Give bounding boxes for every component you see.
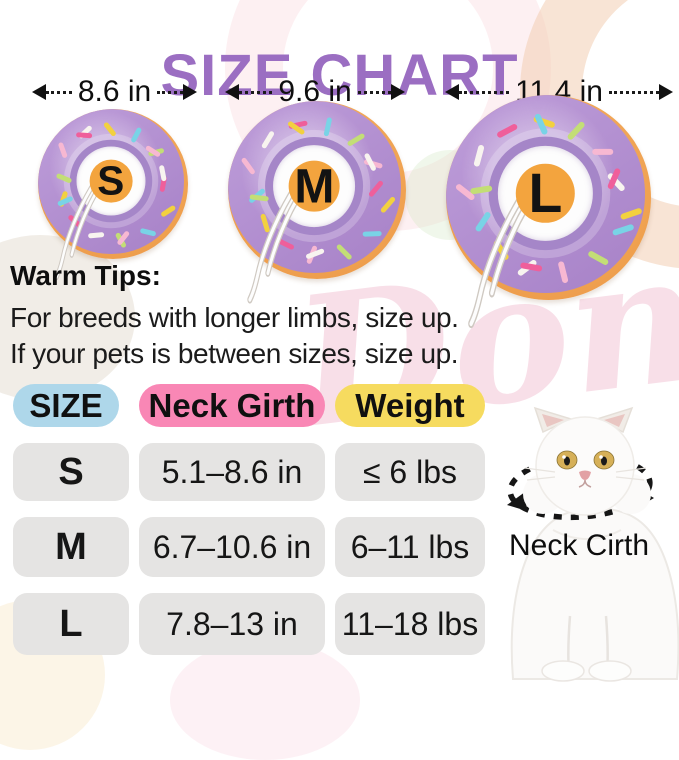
dotted-line [46, 90, 72, 94]
cell-neck-s: 5.1–8.6 in [139, 443, 325, 501]
header-weight: Weight [335, 384, 485, 427]
size-letter: S [97, 157, 125, 204]
header-neck-girth: Neck Girth [139, 384, 325, 427]
size-letter: L [528, 161, 563, 224]
ring-arrow-left-icon [507, 492, 527, 511]
cat-nose [579, 470, 591, 480]
cell-weight-l: 11–18 lbs [335, 593, 485, 655]
sprinkle-icon [380, 195, 397, 214]
cat-whiskers [524, 467, 647, 481]
cell-size-m: M [13, 517, 129, 577]
arrow-right-icon [183, 84, 198, 100]
decorative-blob-bottom-center [170, 640, 360, 760]
cat-eyes [556, 450, 615, 470]
warm-tips-heading: Warm Tips: [10, 260, 161, 291]
cat-illustration [497, 406, 679, 682]
warm-tips-line: For breeds with longer limbs, size up. [10, 302, 459, 333]
sprinkle-icon [367, 180, 384, 199]
sprinkle-icon [103, 121, 118, 137]
measure-label-small: 8.6 in [77, 75, 152, 108]
cat-head [523, 406, 651, 516]
donut-collar-medium: M [228, 101, 406, 304]
sprinkle-icon [139, 227, 156, 236]
sprinkle-icon [75, 132, 92, 138]
sprinkle-icon [557, 260, 569, 283]
cell-neck-m: 6.7–10.6 in [139, 517, 325, 577]
sprinkle-icon [565, 120, 586, 141]
donut-glaze [38, 109, 188, 259]
arrow-left-icon [32, 84, 46, 100]
sprinkle-icon [159, 205, 176, 218]
size-badge: S [89, 157, 133, 204]
sprinkle-icon [496, 123, 519, 139]
sprinkle-icon [587, 250, 610, 267]
cell-size-s: S [13, 443, 129, 501]
donut-collar-small: S [38, 109, 188, 280]
arrow-left-icon [225, 84, 239, 100]
arrow-right-icon [391, 84, 406, 100]
size-table: SIZE Neck Girth Weight S 5.1–8.6 in ≤ 6 … [13, 384, 485, 655]
cell-neck-l: 7.8–13 in [139, 593, 325, 655]
header-size: SIZE [13, 384, 119, 427]
cat-drawing [507, 406, 679, 682]
sprinkle-icon [159, 165, 167, 182]
sprinkle-icon [472, 144, 485, 168]
arrow-left-icon [445, 84, 459, 100]
donut-sprinkles [446, 95, 651, 300]
dotted-line [157, 90, 184, 94]
dotted-line [459, 90, 510, 94]
sprinkle-icon [130, 127, 143, 144]
sprinkle-icon [362, 230, 382, 237]
sprinkle-icon [335, 243, 353, 261]
arrow-right-icon [659, 84, 674, 100]
sprinkle-icon [261, 130, 276, 149]
cat-body [510, 507, 679, 682]
sprinkle-icon [240, 157, 256, 176]
dotted-line [357, 90, 392, 94]
donut-collar-large: L [446, 95, 651, 329]
sprinkle-icon [591, 148, 614, 155]
sprinkle-icon [57, 141, 68, 159]
warm-tips-line: If your pets is between sizes, size up. [10, 338, 459, 369]
sprinkle-icon [612, 223, 635, 237]
dotted-line [608, 90, 660, 94]
measure-arrow-small: 8.6 in [32, 75, 198, 108]
size-badge: M [288, 159, 340, 214]
cell-size-l: L [13, 593, 129, 655]
cell-weight-m: 6–11 lbs [335, 517, 485, 577]
sprinkle-icon [323, 117, 333, 137]
size-letter: M [294, 159, 335, 214]
neck-girth-annotation-label: Neck Cirth [509, 529, 650, 562]
cat-mouth [578, 479, 592, 488]
donut-glaze [228, 101, 406, 279]
sprinkle-icon [619, 207, 643, 221]
cell-weight-s: ≤ 6 lbs [335, 443, 485, 501]
sprinkle-icon [346, 133, 365, 148]
dotted-line [239, 90, 273, 94]
